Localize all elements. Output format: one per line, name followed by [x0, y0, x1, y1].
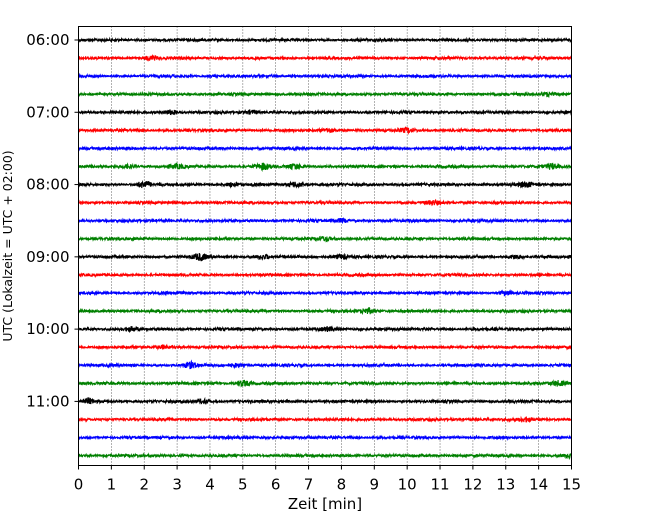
x-tick-label: 7: [304, 476, 314, 494]
y-axis-label: UTC (Lokalzeit = UTC + 02:00): [0, 150, 15, 341]
y-axis-ticks: 06:00 07:00 08:00 09:00 10:00 11:00: [26, 31, 79, 410]
trace-0930: [77, 288, 573, 297]
x-tick-label: 11: [430, 476, 449, 494]
trace-1030: [77, 359, 573, 370]
trace-1000: [78, 325, 573, 333]
x-tick-label: 8: [337, 476, 347, 494]
trace-0715: [77, 126, 572, 136]
x-tick-label: 9: [370, 476, 380, 494]
x-axis-ticks: 0 1 2 3 4 5 6 7 8 9 10 11 12 13 14 15: [74, 465, 581, 494]
x-tick-label: 15: [562, 476, 581, 494]
trace-0900: [77, 252, 573, 262]
y-tick-label: 06:00: [26, 31, 69, 49]
trace-0630: [77, 72, 573, 80]
x-tick-label: 12: [463, 476, 482, 494]
y-tick-label: 11:00: [26, 392, 69, 410]
trace-1100: [77, 396, 573, 406]
plot-frame: [78, 26, 572, 466]
trace-1045: [77, 379, 573, 388]
x-tick-label: 3: [172, 476, 182, 494]
trace-0730: [77, 144, 572, 152]
x-tick-label: 1: [107, 476, 117, 494]
trace-0615: [77, 54, 573, 62]
trace-1145: [78, 452, 573, 460]
x-tick-label: 5: [238, 476, 248, 494]
vertical-gridlines: [111, 26, 539, 466]
trace-0915: [77, 271, 573, 279]
x-tick-label: 4: [205, 476, 215, 494]
y-tick-label: 07:00: [26, 103, 69, 121]
x-tick-label: 6: [271, 476, 281, 494]
trace-1130: [77, 434, 573, 441]
trace-0745: [77, 162, 572, 173]
y-tick-label: 09:00: [26, 248, 69, 266]
x-tick-label: 10: [398, 476, 417, 494]
x-axis-label: Zeit [min]: [288, 495, 362, 513]
x-tick-label: 2: [139, 476, 149, 494]
x-tick-label: 0: [74, 476, 84, 494]
x-tick-label: 13: [496, 476, 515, 494]
x-tick-label: 14: [529, 476, 548, 494]
trace-0815: [78, 198, 573, 207]
seismic-traces: [77, 36, 573, 460]
trace-1115: [78, 415, 573, 423]
trace-0600: [77, 36, 572, 44]
trace-0830: [77, 217, 572, 225]
trace-1015: [78, 343, 572, 351]
trace-0700: [78, 108, 572, 116]
y-tick-label: 08:00: [26, 176, 69, 194]
trace-0945: [78, 307, 572, 316]
y-tick-label: 10:00: [26, 320, 69, 338]
trace-0800: [77, 179, 572, 189]
trace-0845: [78, 235, 573, 243]
trace-0645: [77, 90, 572, 99]
